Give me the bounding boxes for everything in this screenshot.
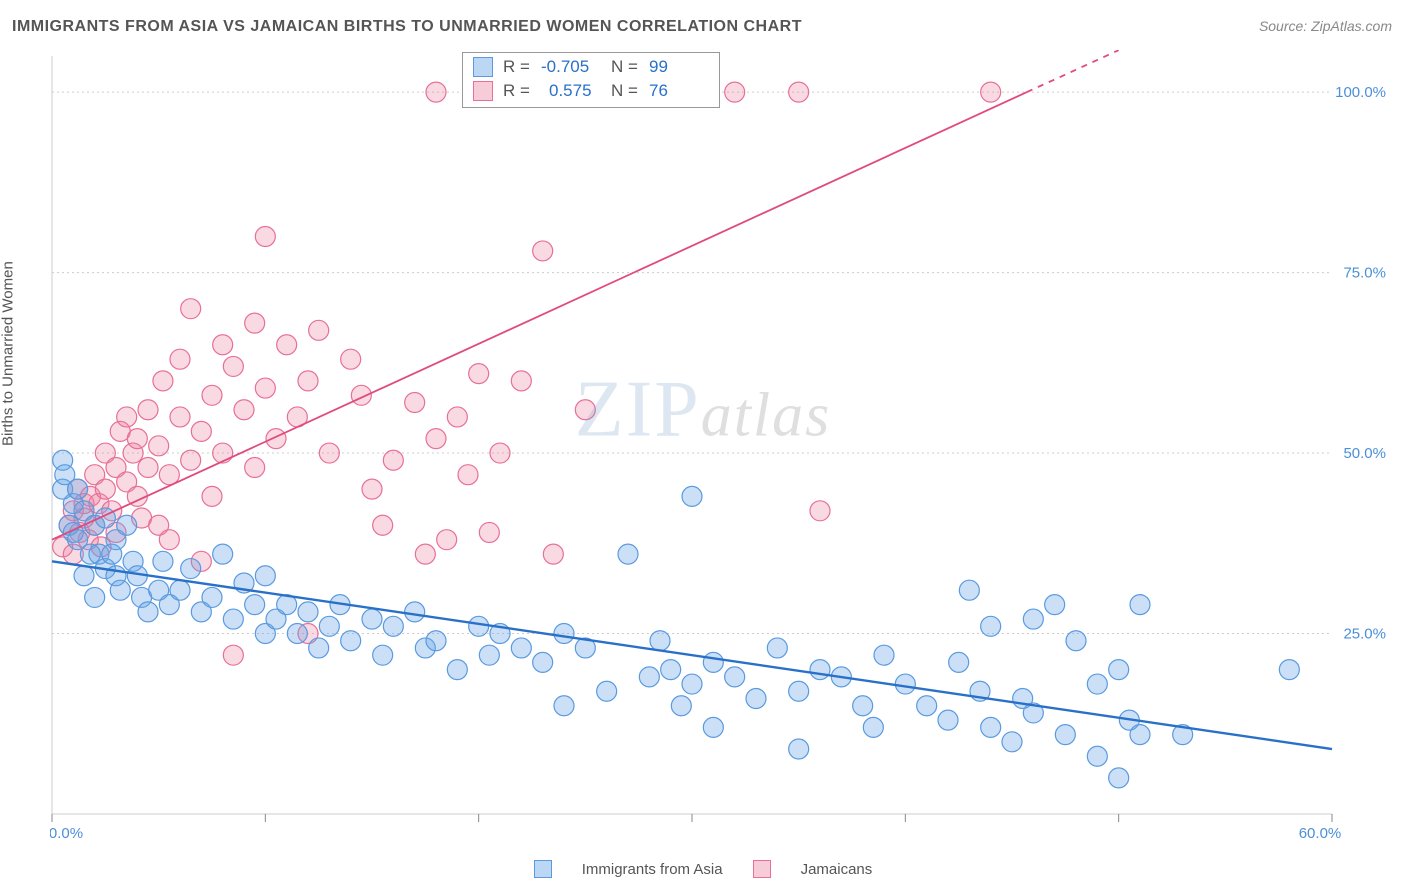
- legend-swatch-blue: [473, 57, 493, 77]
- legend-swatch-pink: [473, 81, 493, 101]
- x-legend-swatch-pink: [753, 860, 771, 878]
- plot-area: 25.0% 50.0% 75.0% 100.0% 0.0% 60.0%: [50, 50, 1392, 842]
- y-axis-label: Births to Unmarried Women: [0, 261, 17, 446]
- x-axis-legend: Immigrants from Asia Jamaicans: [0, 860, 1406, 878]
- svg-text:25.0%: 25.0%: [1343, 626, 1386, 643]
- x-legend-label-blue: Immigrants from Asia: [582, 861, 723, 878]
- chart-header: IMMIGRANTS FROM ASIA VS JAMAICAN BIRTHS …: [12, 18, 1392, 36]
- svg-text:50.0%: 50.0%: [1343, 445, 1386, 462]
- svg-text:75.0%: 75.0%: [1343, 265, 1386, 282]
- svg-text:0.0%: 0.0%: [50, 825, 83, 842]
- x-legend-label-pink: Jamaicans: [801, 861, 873, 878]
- scatter-plot-svg: 25.0% 50.0% 75.0% 100.0% 0.0% 60.0%: [50, 50, 1392, 842]
- svg-text:60.0%: 60.0%: [1299, 825, 1342, 842]
- legend-row-pink: R = 0.575 N = 76: [473, 79, 709, 103]
- x-legend-swatch-blue: [534, 860, 552, 878]
- chart-title: IMMIGRANTS FROM ASIA VS JAMAICAN BIRTHS …: [12, 18, 802, 36]
- legend-row-blue: R = -0.705 N = 99: [473, 55, 709, 79]
- svg-text:100.0%: 100.0%: [1335, 84, 1386, 101]
- correlation-legend: R = -0.705 N = 99 R = 0.575 N = 76: [462, 52, 720, 108]
- source-attribution: Source: ZipAtlas.com: [1259, 18, 1392, 34]
